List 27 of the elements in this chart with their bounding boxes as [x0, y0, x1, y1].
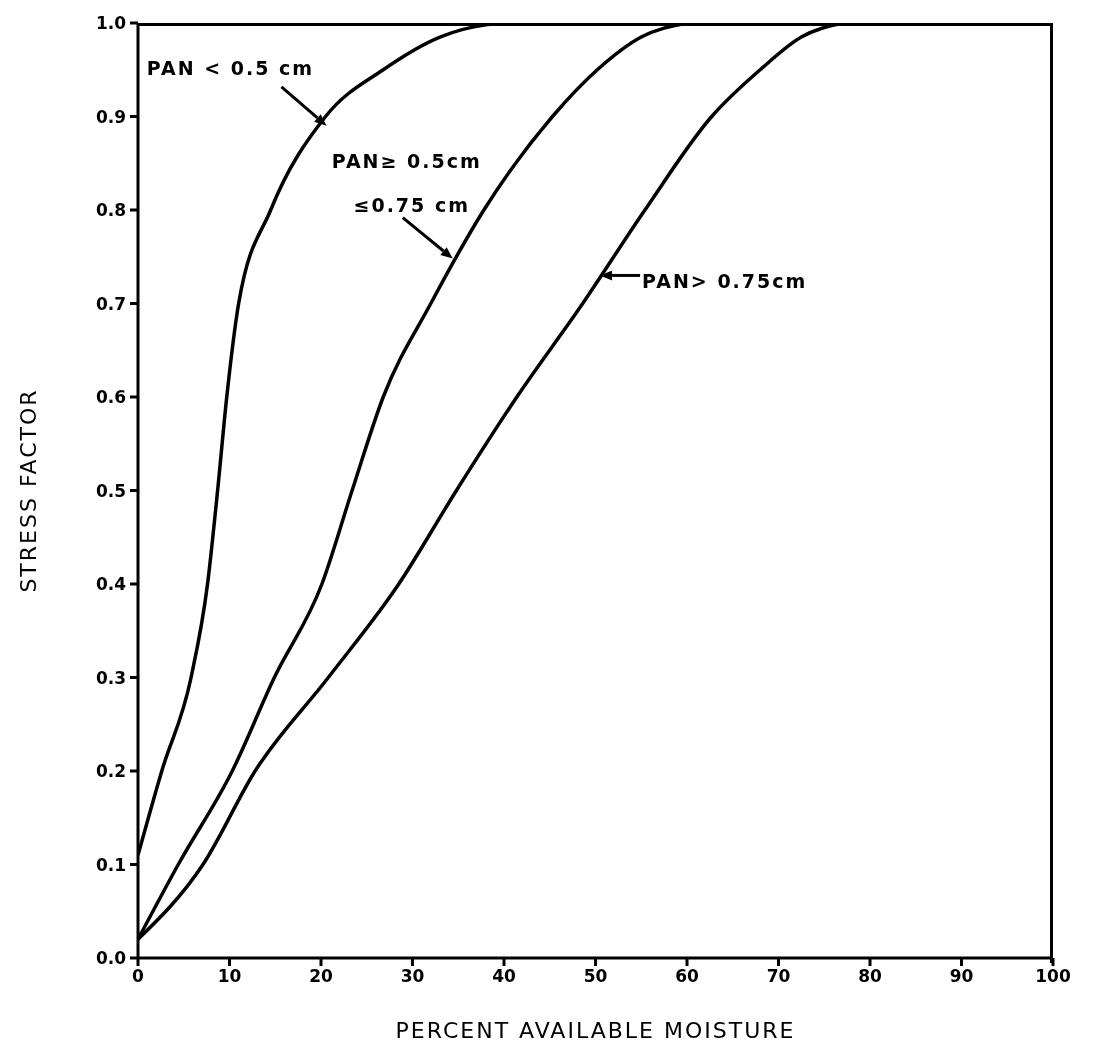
y-tick-label: 0.0	[95, 948, 127, 969]
annotation: PAN < 0.5 cm	[146, 56, 315, 79]
annotation: PAN> 0.75cm	[642, 270, 808, 293]
x-tick-label: 50	[583, 966, 608, 987]
y-tick-label: 0.5	[95, 480, 126, 501]
x-tick-label: 60	[675, 966, 699, 987]
x-tick-label: 20	[309, 966, 333, 987]
y-tick-label: 0.7	[95, 293, 126, 314]
annotation: PAN≥ 0.5cm ≤0.75 cm	[331, 150, 482, 217]
x-tick-label: 90	[949, 966, 974, 987]
y-tick-label: 0.9	[95, 106, 126, 127]
x-tick-label: 100	[1035, 966, 1071, 987]
y-tick-label: 0.8	[95, 200, 126, 221]
y-tick-label: 1.0	[95, 13, 127, 34]
x-tick-label: 80	[858, 966, 882, 987]
x-tick-label: 40	[492, 966, 516, 987]
x-tick-label: 10	[217, 966, 242, 987]
x-tick-label: 0	[132, 966, 145, 987]
y-axis-title: STRESS FACTOR	[15, 388, 41, 593]
y-tick-label: 0.1	[95, 854, 126, 875]
y-tick-label: 0.4	[95, 574, 127, 595]
x-tick-label: 70	[766, 966, 791, 987]
y-tick-label: 0.3	[95, 667, 126, 688]
y-tick-label: 0.6	[95, 387, 126, 408]
y-tick-label: 0.2	[95, 761, 126, 782]
x-tick-label: 30	[400, 966, 425, 987]
x-axis-title: PERCENT AVAILABLE MOISTURE	[395, 1018, 796, 1043]
